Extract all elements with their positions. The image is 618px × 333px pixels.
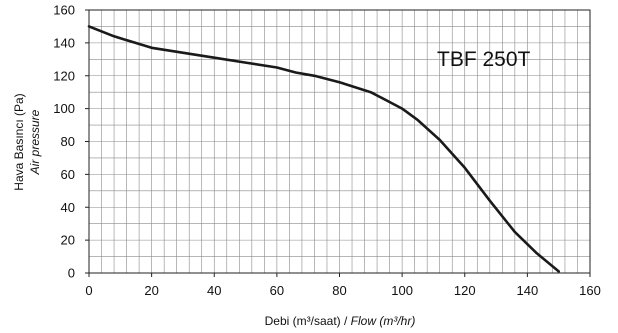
y-axis-label: Hava Basıncı (Pa) xyxy=(12,93,26,190)
series-line xyxy=(87,25,561,273)
y-tick-label: 80 xyxy=(61,134,75,149)
y-tick-label: 120 xyxy=(53,68,75,83)
y-tick-label: 160 xyxy=(53,3,75,18)
y-axis-ticks: 0 20 40 60 80 100 120 140 160 xyxy=(53,3,89,281)
x-tick-label: 20 xyxy=(144,283,158,298)
x-tick-label: 40 xyxy=(207,283,221,298)
x-tick-label: 60 xyxy=(270,283,284,298)
x-tick-label: 100 xyxy=(391,283,413,298)
x-tick-label: 120 xyxy=(454,283,476,298)
chart-title: TBF 250T xyxy=(437,48,531,71)
x-axis-title: Debi (m³/saat) / Flow (m³/hr) xyxy=(265,314,416,328)
y-tick-label: 40 xyxy=(61,200,75,215)
x-tick-label: 160 xyxy=(579,283,601,298)
x-axis-label: Debi (m³/saat) xyxy=(265,314,341,328)
x-tick-label: 0 xyxy=(85,283,92,298)
y-tick-label: 140 xyxy=(53,35,75,50)
x-tick-label: 140 xyxy=(517,283,539,298)
x-tick-label: 80 xyxy=(332,283,346,298)
x-axis-label-italic: Flow (m³/hr) xyxy=(351,314,416,328)
grid xyxy=(89,10,590,273)
y-axis-label-italic: Air pressure xyxy=(28,109,42,175)
x-axis-ticks: 0 20 40 60 80 100 120 140 160 xyxy=(85,273,601,298)
y-tick-label: 100 xyxy=(53,101,75,116)
x-axis-separator: / xyxy=(344,314,351,328)
y-tick-label: 0 xyxy=(68,266,75,281)
series-layer xyxy=(87,25,561,273)
y-tick-label: 20 xyxy=(61,233,75,248)
y-tick-label: 60 xyxy=(61,167,75,182)
